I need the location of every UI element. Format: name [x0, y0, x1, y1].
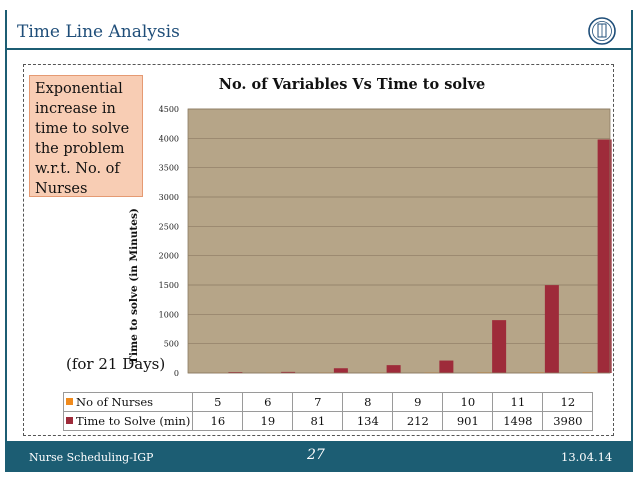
table-row: Time to Solve (min) 16 19 81 134 212 901 1498 3…: [62, 411, 594, 431]
table-cell: 8: [342, 392, 394, 412]
table-row: No of Nurses 5 6 7 8 9 10 11 12: [62, 392, 594, 412]
series-label: Time to Solve (min): [76, 414, 191, 428]
y-tick-label: 1500: [159, 281, 179, 290]
table-cell: 5: [192, 392, 244, 412]
y-tick-label: 3500: [159, 164, 179, 173]
period-note: (for 21 Days): [66, 355, 166, 373]
data-table: No of Nurses 5 6 7 8 9 10 11 12 Time to Solve (…: [62, 392, 594, 431]
series-label: No of Nurses: [76, 395, 154, 409]
y-tick-label: 0: [174, 369, 179, 378]
y-tick-label: 1000: [159, 310, 179, 319]
page-number: 27: [307, 447, 325, 463]
table-cell: 212: [392, 411, 444, 431]
y-tick-label: 500: [164, 340, 179, 349]
chart-title: No. of Variables Vs Time to solve: [219, 76, 485, 93]
table-row-header: Time to Solve (min): [62, 411, 194, 431]
plot-border: [187, 108, 611, 374]
y-tick-label: 2500: [159, 222, 179, 231]
bar-time-to-solve: [386, 365, 401, 373]
table-cell: 134: [342, 411, 394, 431]
slide-frame: [5, 10, 633, 472]
y-tick-label: 4500: [159, 105, 179, 114]
bar-time-to-solve: [597, 139, 612, 373]
table-cell: 12: [542, 392, 594, 412]
table-cell: 6: [242, 392, 294, 412]
table-cell: 11: [492, 392, 544, 412]
table-cell: 901: [442, 411, 494, 431]
content-area: [23, 64, 614, 436]
table-cell: 7: [292, 392, 344, 412]
footer-bar: Nurse Scheduling-IGP 27 13.04.14: [7, 441, 631, 472]
table-cell: 9: [392, 392, 444, 412]
legend-key-time: [66, 417, 73, 424]
legend-key-nurses: [66, 398, 73, 405]
institute-logo-icon: [588, 17, 616, 45]
footer-text: Nurse Scheduling-IGP: [29, 451, 154, 464]
table-row-header: No of Nurses: [62, 392, 194, 412]
table-cell: 81: [292, 411, 344, 431]
table-cell: 1498: [492, 411, 544, 431]
y-tick-label: 3000: [159, 193, 179, 202]
callout-note: Exponential increase in time to solve th…: [29, 75, 143, 197]
y-axis-label: Time to solve (in Minutes): [128, 208, 140, 364]
plot-area: [188, 109, 610, 373]
bar-time-to-solve: [228, 372, 243, 373]
bar-time-to-solve: [544, 285, 559, 373]
y-tick-label: 2000: [159, 252, 179, 261]
table-cell: 3980: [542, 411, 594, 431]
table-cell: 10: [442, 392, 494, 412]
bar-time-to-solve: [281, 371, 296, 373]
bar-time-to-solve: [492, 320, 507, 373]
table-cell: 16: [192, 411, 244, 431]
bar-time-to-solve: [333, 368, 348, 373]
bar-time-to-solve: [439, 360, 454, 373]
slide-title: Time Line Analysis: [17, 22, 180, 42]
table-cell: 19: [242, 411, 294, 431]
title-divider: [7, 48, 631, 50]
footer-date: 13.04.14: [561, 450, 613, 464]
title-bar: Time Line Analysis: [7, 12, 631, 48]
y-tick-label: 4000: [159, 134, 179, 143]
